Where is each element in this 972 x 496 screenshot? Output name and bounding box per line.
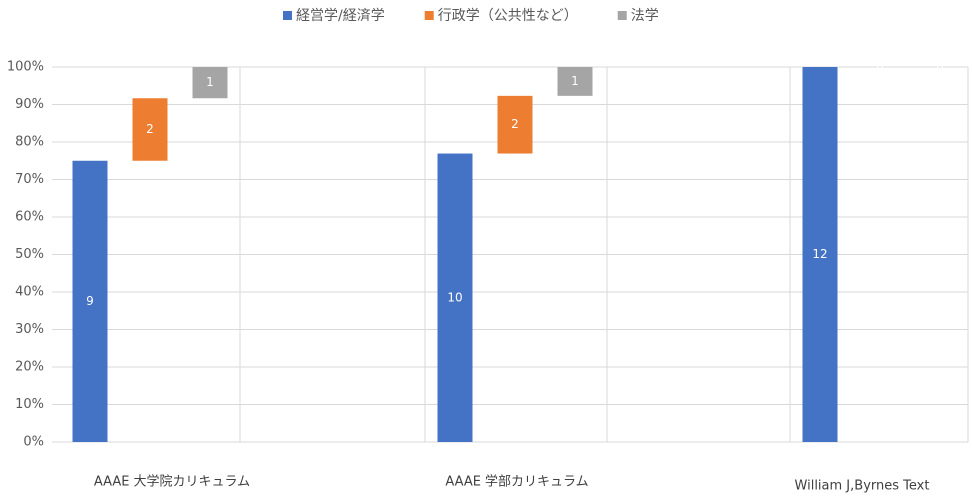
y-tick-label: 10% (15, 397, 44, 412)
y-tick-label: 100% (7, 60, 44, 75)
y-tick-label: 0% (23, 435, 44, 450)
y-tick-label: 30% (15, 322, 44, 337)
y-tick-label: 80% (15, 135, 44, 150)
y-tick-label: 40% (15, 285, 44, 300)
bar (132, 98, 168, 161)
value-label: 12 (812, 247, 827, 261)
legend-label: 法学 (631, 8, 659, 24)
value-label: 2 (146, 122, 154, 136)
x-tick-label: William J,Byrnes Text (795, 479, 930, 494)
bar (72, 160, 108, 442)
bar (192, 67, 228, 99)
value-label: 0 (936, 60, 944, 74)
y-tick-label: 50% (15, 247, 44, 262)
value-label: 2 (511, 117, 519, 131)
legend-label: 行政学（公共性など） (438, 8, 578, 24)
legend-swatch (617, 11, 627, 20)
value-label: 1 (571, 74, 579, 88)
legend-label: 経営学/経済学 (296, 8, 385, 24)
bar (497, 95, 533, 154)
value-label: 1 (206, 75, 214, 89)
legend-swatch (424, 11, 434, 20)
y-tick-label: 70% (15, 172, 44, 187)
value-label: 0 (876, 60, 884, 74)
value-label: 10 (447, 290, 462, 304)
y-tick-label: 60% (15, 210, 44, 225)
value-label: 9 (86, 294, 94, 308)
bar (557, 67, 593, 96)
bar (802, 67, 838, 442)
bar (437, 153, 473, 443)
y-tick-label: 20% (15, 360, 44, 375)
x-tick-label: AAAE 学部カリキュラム (445, 474, 588, 490)
legend-swatch (283, 11, 292, 20)
y-tick-label: 90% (15, 97, 44, 112)
x-tick-label: AAAE 大学院カリキュラム (94, 474, 250, 490)
